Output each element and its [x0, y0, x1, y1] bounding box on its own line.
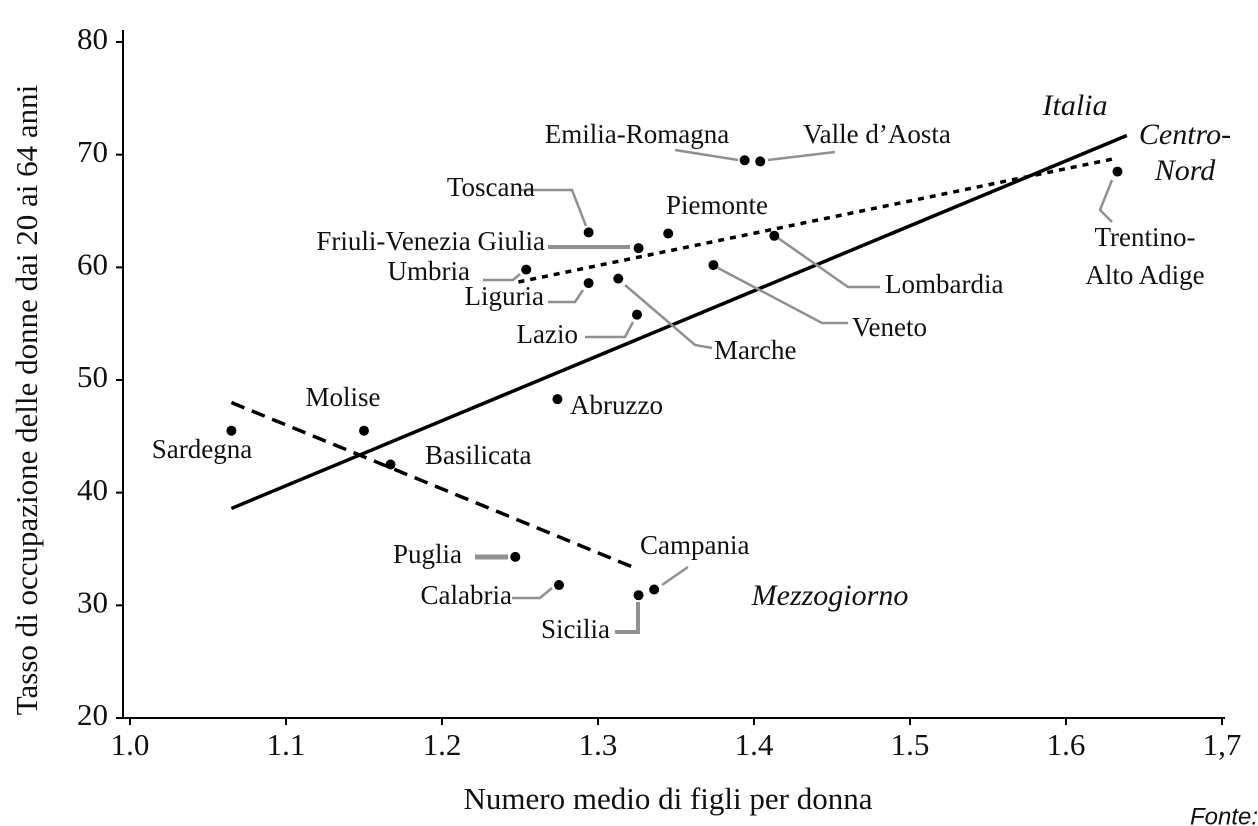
x-tick-label: 1.4 [735, 727, 774, 762]
leader-line [585, 321, 635, 339]
point [1112, 166, 1123, 177]
trend-line [230, 133, 1128, 511]
x-tick-label: 1.2 [423, 727, 462, 762]
point-label: Lombardia [885, 269, 1003, 299]
leader-line [520, 188, 588, 227]
line-label: Mezzogiorno [751, 579, 909, 612]
leader-line [717, 266, 848, 325]
point-label: Veneto [852, 312, 927, 342]
x-tick-label: 1,7 [1203, 727, 1242, 762]
source: Fonte: [1190, 803, 1258, 826]
point [552, 394, 563, 405]
point-label: Lazio [517, 319, 578, 349]
point-label: Calabria [421, 580, 512, 610]
x-tick-label: 1.6 [1047, 727, 1086, 762]
y-tick-label: 70 [77, 134, 108, 169]
leader-line [615, 602, 640, 634]
point [521, 264, 532, 275]
point-label: Basilicata [425, 440, 531, 470]
y-tick-label: 40 [77, 472, 108, 507]
point [359, 425, 369, 436]
point [739, 155, 750, 166]
leader-line [777, 236, 880, 289]
point-label: Marche [714, 335, 796, 365]
x-axis-title: Numero medio di figli per donna [464, 781, 873, 816]
y-axis-title: Tasso di occupazione delle donne dai 20 … [9, 84, 44, 715]
point-label: Sicilia [541, 614, 610, 644]
point [583, 227, 594, 238]
point-label: Valle d’Aosta [803, 119, 951, 149]
point-label: Friuli-Venezia Giulia [316, 226, 545, 256]
leader-line [483, 273, 521, 282]
point [755, 156, 766, 167]
point-label: Campania [640, 530, 749, 560]
point-label: Abruzzo [570, 390, 663, 420]
point-label: Alto Adige [1085, 260, 1204, 290]
point-label: Piemonte [666, 190, 768, 220]
y-tick-label: 60 [77, 246, 108, 281]
leader-line [661, 565, 689, 587]
leader-line [548, 289, 585, 304]
point [510, 551, 521, 562]
point-label: Puglia [393, 539, 462, 569]
trend-line [518, 156, 1118, 284]
line-label: Nord [1154, 154, 1217, 187]
point-label: Umbria [388, 256, 470, 286]
y-tick-label: 50 [77, 359, 108, 394]
leader-line [1098, 179, 1114, 223]
y-tick-label: 80 [77, 21, 108, 56]
point [769, 230, 780, 241]
x-tick-label: 1.5 [891, 727, 930, 762]
leader-line [767, 150, 836, 162]
x-tick-label: 1.0 [111, 727, 150, 762]
point [663, 228, 674, 239]
leader-line [512, 587, 553, 600]
point [226, 425, 237, 436]
y-tick-label: 30 [77, 584, 108, 619]
leader-line [674, 148, 739, 162]
leader-line [624, 284, 713, 350]
y-tick-label: 20 [77, 697, 108, 732]
point [385, 459, 396, 470]
line-label: Centro- [1139, 118, 1231, 151]
point [613, 273, 624, 284]
point [554, 580, 564, 591]
point [649, 584, 660, 595]
point [633, 243, 644, 254]
point-label: Molise [305, 382, 380, 412]
point-label: Emilia-Romagna [545, 119, 729, 149]
point-label: Toscana [447, 172, 535, 202]
point-label: Trentino- [1094, 222, 1195, 252]
point [583, 278, 594, 289]
point [708, 260, 719, 271]
point-label: Sardegna [152, 434, 252, 464]
point-label: Liguria [465, 281, 544, 311]
line-label: Italia [1042, 89, 1108, 122]
x-tick-label: 1.3 [579, 727, 618, 762]
point [632, 309, 642, 320]
x-tick-label: 1.1 [267, 727, 306, 762]
point [633, 590, 644, 601]
trend-line [230, 400, 637, 570]
